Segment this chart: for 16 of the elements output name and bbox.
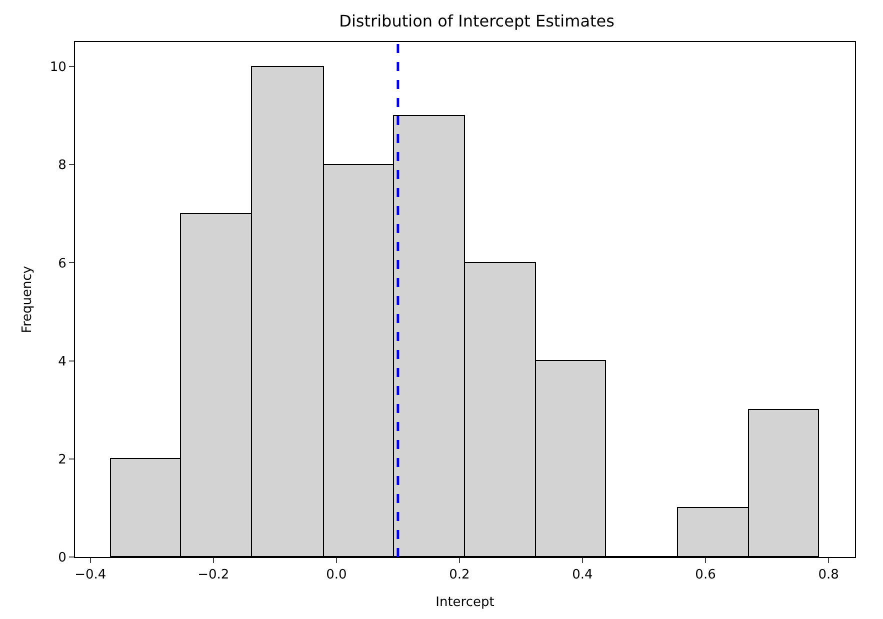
- y-tick-label: 2: [58, 452, 66, 468]
- y-tick-label: 4: [58, 354, 66, 370]
- x-tick-label: −0.4: [74, 568, 106, 583]
- chart-title: Distribution of Intercept Estimates: [339, 12, 614, 31]
- x-axis-title: Intercept: [436, 595, 494, 610]
- x-tick-label: 0.4: [572, 568, 593, 583]
- x-tick-label: −0.2: [198, 568, 230, 583]
- x-tick-label: 0.6: [695, 568, 716, 583]
- y-axis-title: Frequency: [20, 266, 35, 334]
- y-tick-label: 6: [58, 256, 66, 272]
- y-tick-label: 8: [58, 158, 66, 174]
- x-tick-label: 0.0: [326, 568, 347, 583]
- y-tick-label: 0: [58, 550, 66, 566]
- x-tick-label: 0.2: [449, 568, 470, 583]
- y-tick-label: 10: [50, 60, 66, 76]
- x-tick-label: 0.8: [818, 568, 839, 583]
